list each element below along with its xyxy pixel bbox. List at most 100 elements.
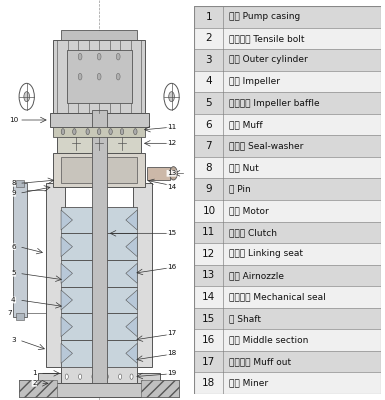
Text: 15: 15: [202, 314, 216, 324]
Circle shape: [130, 374, 133, 379]
Text: 轴套 Muff: 轴套 Muff: [229, 120, 263, 129]
Text: 17: 17: [202, 357, 216, 367]
Text: 螺母 Nut: 螺母 Nut: [229, 163, 259, 172]
FancyBboxPatch shape: [67, 50, 132, 103]
Text: 3: 3: [206, 55, 212, 65]
Text: 7: 7: [206, 141, 212, 151]
Text: 4: 4: [11, 297, 16, 303]
Text: 11: 11: [167, 124, 176, 130]
Circle shape: [169, 92, 174, 102]
Text: 18: 18: [202, 378, 216, 388]
Text: 机械密封 Mechanical seal: 机械密封 Mechanical seal: [229, 292, 326, 302]
FancyBboxPatch shape: [107, 157, 137, 183]
Polygon shape: [126, 263, 137, 283]
Text: 5: 5: [206, 98, 212, 108]
FancyBboxPatch shape: [16, 180, 24, 187]
Polygon shape: [126, 237, 137, 257]
Circle shape: [105, 374, 108, 379]
Text: 12: 12: [167, 140, 176, 146]
Text: 8: 8: [11, 180, 16, 186]
FancyBboxPatch shape: [38, 373, 160, 383]
Text: 5: 5: [11, 270, 16, 276]
FancyBboxPatch shape: [194, 265, 381, 286]
FancyBboxPatch shape: [194, 114, 381, 135]
FancyBboxPatch shape: [92, 110, 107, 383]
FancyBboxPatch shape: [61, 30, 137, 40]
FancyBboxPatch shape: [194, 329, 381, 351]
Text: 1: 1: [32, 370, 37, 376]
Text: 9: 9: [206, 184, 212, 194]
Text: 2: 2: [32, 380, 37, 386]
Circle shape: [78, 73, 82, 80]
Text: 轴套螺母 Muff out: 轴套螺母 Muff out: [229, 357, 291, 366]
FancyBboxPatch shape: [61, 313, 137, 340]
Text: 14: 14: [202, 292, 216, 302]
Circle shape: [24, 92, 30, 102]
Text: 15: 15: [167, 230, 176, 236]
Text: 16: 16: [202, 335, 216, 345]
FancyBboxPatch shape: [61, 260, 137, 287]
FancyBboxPatch shape: [19, 380, 57, 397]
Text: 10: 10: [203, 206, 216, 216]
Text: 联接座 Linking seat: 联接座 Linking seat: [229, 249, 303, 258]
Text: 轴 Shaft: 轴 Shaft: [229, 314, 261, 323]
Polygon shape: [126, 290, 137, 310]
FancyBboxPatch shape: [13, 183, 27, 317]
Polygon shape: [61, 237, 72, 257]
FancyBboxPatch shape: [46, 183, 65, 367]
Circle shape: [170, 167, 177, 180]
Polygon shape: [61, 263, 72, 283]
Text: 13: 13: [167, 170, 176, 176]
Polygon shape: [61, 290, 72, 310]
Text: 8: 8: [206, 163, 212, 173]
Polygon shape: [126, 210, 137, 230]
Circle shape: [116, 73, 120, 80]
Text: 泵体 Pump casing: 泵体 Pump casing: [229, 12, 300, 21]
FancyBboxPatch shape: [194, 157, 381, 178]
Text: 拉紧螺栓 Tensile bolt: 拉紧螺栓 Tensile bolt: [229, 34, 305, 43]
Text: 叶轮挡套 Impeller baffle: 叶轮挡套 Impeller baffle: [229, 98, 320, 108]
FancyBboxPatch shape: [194, 92, 381, 114]
Text: 1: 1: [206, 12, 212, 22]
FancyBboxPatch shape: [194, 286, 381, 308]
FancyBboxPatch shape: [50, 113, 149, 127]
Polygon shape: [126, 317, 137, 337]
Circle shape: [120, 129, 124, 135]
Circle shape: [97, 73, 101, 80]
FancyBboxPatch shape: [194, 6, 381, 28]
Polygon shape: [61, 343, 72, 363]
Text: 6: 6: [11, 244, 16, 250]
FancyBboxPatch shape: [61, 340, 137, 367]
FancyBboxPatch shape: [61, 157, 92, 183]
FancyBboxPatch shape: [61, 233, 137, 260]
Text: 16: 16: [167, 264, 176, 270]
Text: 11: 11: [202, 227, 216, 237]
Text: 18: 18: [167, 350, 176, 356]
Circle shape: [109, 129, 112, 135]
Text: 2: 2: [206, 33, 212, 43]
FancyBboxPatch shape: [194, 28, 381, 49]
Text: 13: 13: [202, 270, 216, 280]
Circle shape: [78, 53, 82, 60]
Circle shape: [73, 129, 76, 135]
FancyBboxPatch shape: [61, 363, 137, 383]
FancyBboxPatch shape: [194, 243, 381, 265]
Text: 7: 7: [7, 310, 12, 316]
FancyBboxPatch shape: [19, 380, 179, 397]
Text: 中段 Middle section: 中段 Middle section: [229, 336, 308, 345]
Polygon shape: [61, 210, 72, 230]
FancyBboxPatch shape: [194, 178, 381, 200]
Text: 17: 17: [167, 330, 176, 336]
FancyBboxPatch shape: [194, 351, 381, 372]
Text: 9: 9: [11, 190, 16, 196]
FancyBboxPatch shape: [194, 200, 381, 222]
FancyBboxPatch shape: [194, 308, 381, 329]
Text: 10: 10: [9, 117, 18, 123]
FancyBboxPatch shape: [57, 133, 141, 153]
Text: 密封垫 Seal-washer: 密封垫 Seal-washer: [229, 142, 303, 151]
Circle shape: [116, 53, 120, 60]
FancyBboxPatch shape: [194, 49, 381, 71]
Text: 轴瓦 Miner: 轴瓦 Miner: [229, 379, 268, 388]
Text: 电机 Motor: 电机 Motor: [229, 206, 269, 215]
FancyBboxPatch shape: [194, 222, 381, 243]
